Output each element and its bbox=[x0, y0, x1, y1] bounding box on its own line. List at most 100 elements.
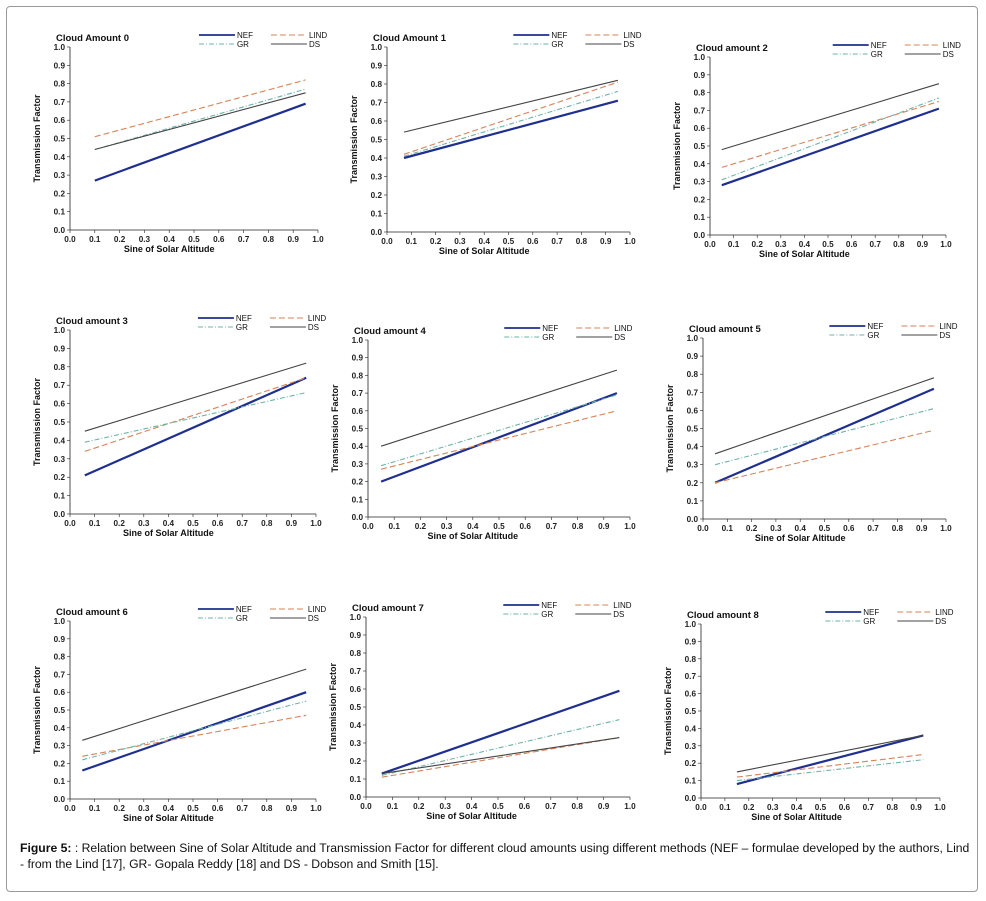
x-tick-label: 0.1 bbox=[89, 235, 101, 244]
legend-label-ds: DS bbox=[613, 610, 624, 619]
y-tick-label: 0.0 bbox=[685, 794, 697, 803]
x-tick-label: 0.4 bbox=[163, 804, 175, 813]
series-line-ds bbox=[380, 369, 618, 447]
y-tick-label: 1.0 bbox=[350, 613, 362, 622]
chart-panel-7: 0.0 0.1 0.2 0.3 0.4 0.5 0.6 0.7 0.8 0.9 1.0 0.0 0.1 0… bbox=[328, 601, 636, 821]
x-tick-label: 1.0 bbox=[310, 519, 322, 528]
x-tick-label: 1.0 bbox=[624, 237, 636, 246]
series-line-ds bbox=[84, 362, 307, 432]
chart-title: Cloud amount 4 bbox=[354, 326, 426, 337]
x-tick-label: 0.0 bbox=[64, 804, 76, 813]
legend-label-gr: GR bbox=[542, 333, 554, 342]
x-tick-label: 0.8 bbox=[893, 240, 905, 249]
x-tick-label: 0.3 bbox=[770, 524, 782, 533]
x-tick-label: 0.5 bbox=[503, 237, 515, 246]
x-tick-label: 0.0 bbox=[381, 237, 393, 246]
x-tick-label: 0.8 bbox=[263, 235, 275, 244]
y-tick-label: 0.2 bbox=[694, 195, 706, 204]
y-tick-label: 1.0 bbox=[694, 53, 706, 62]
x-tick-label: 0.5 bbox=[815, 803, 827, 812]
x-tick-label: 0.0 bbox=[362, 522, 374, 531]
y-tick-label: 0.9 bbox=[54, 61, 66, 70]
y-tick-label: 0.8 bbox=[687, 370, 699, 379]
x-tick-label: 0.8 bbox=[887, 803, 899, 812]
x-tick-label: 0.6 bbox=[213, 235, 225, 244]
x-tick-label: 0.2 bbox=[415, 522, 427, 531]
x-tick-label: 0.9 bbox=[598, 802, 610, 811]
x-tick-label: 0.2 bbox=[114, 519, 126, 528]
y-tick-label: 0.7 bbox=[687, 388, 699, 397]
x-tick-label: 0.3 bbox=[138, 519, 150, 528]
legend-label-nef: NEF bbox=[236, 314, 252, 323]
chart-title: Cloud amount 6 bbox=[56, 607, 128, 618]
series-line-ds bbox=[381, 737, 620, 775]
x-tick-label: 0.8 bbox=[261, 804, 273, 813]
x-tick-label: 0.2 bbox=[430, 237, 442, 246]
y-tick-label: 0.6 bbox=[54, 688, 66, 697]
x-tick-label: 0.7 bbox=[546, 522, 558, 531]
y-tick-label: 1.0 bbox=[687, 334, 699, 343]
x-tick-label: 0.8 bbox=[261, 519, 273, 528]
x-tick-label: 0.4 bbox=[799, 240, 811, 249]
x-tick-label: 0.1 bbox=[89, 519, 101, 528]
y-tick-label: 0.2 bbox=[54, 189, 66, 198]
y-tick-label: 0.3 bbox=[687, 461, 699, 470]
x-tick-label: 0.5 bbox=[492, 802, 504, 811]
y-tick-label: 0.4 bbox=[54, 153, 66, 162]
x-tick-label: 0.9 bbox=[286, 519, 298, 528]
y-tick-label: 0.7 bbox=[54, 381, 66, 390]
x-tick-label: 0.7 bbox=[237, 804, 249, 813]
y-tick-label: 0.7 bbox=[54, 98, 66, 107]
y-tick-label: 0.0 bbox=[371, 228, 383, 237]
legend-label-nef: NEF bbox=[871, 41, 887, 50]
y-tick-label: 0.7 bbox=[352, 389, 364, 398]
y-tick-label: 0.3 bbox=[371, 173, 383, 182]
series-line-lind bbox=[381, 737, 620, 778]
y-tick-label: 0.6 bbox=[685, 690, 697, 699]
y-tick-label: 1.0 bbox=[54, 326, 66, 335]
legend-label-gr: GR bbox=[236, 614, 248, 623]
legend-label-gr: GR bbox=[863, 617, 875, 626]
legend-label-nef: NEF bbox=[867, 322, 883, 331]
x-tick-label: 0.6 bbox=[212, 804, 224, 813]
chart-title: Cloud amount 3 bbox=[56, 316, 128, 327]
y-tick-label: 0.2 bbox=[54, 473, 66, 482]
x-tick-label: 0.5 bbox=[819, 524, 831, 533]
x-tick-label: 0.1 bbox=[387, 802, 399, 811]
x-tick-label: 0.2 bbox=[743, 803, 755, 812]
x-tick-label: 0.1 bbox=[406, 237, 418, 246]
chart-title: Cloud amount 2 bbox=[696, 43, 768, 54]
x-tick-label: 0.3 bbox=[441, 522, 453, 531]
chart-grid: 0.0 0.1 0.2 0.3 0.4 0.5 0.6 0.7 0.8 0.9 1.0 0.0 0.1 0… bbox=[32, 31, 961, 823]
y-tick-label: 0.1 bbox=[371, 210, 383, 219]
figure-caption: Figure 5: : Relation between Sine of Sol… bbox=[20, 840, 970, 872]
legend-label-lind: LIND bbox=[935, 608, 953, 617]
y-tick-label: 0.1 bbox=[350, 775, 362, 784]
y-tick-label: 0.7 bbox=[694, 106, 706, 115]
y-tick-label: 0.3 bbox=[350, 739, 362, 748]
x-tick-label: 1.0 bbox=[624, 522, 636, 531]
y-tick-label: 0.4 bbox=[687, 443, 699, 452]
y-tick-label: 0.4 bbox=[352, 442, 364, 451]
x-axis-label: Sine of Solar Altitude bbox=[427, 531, 518, 541]
x-tick-label: 0.3 bbox=[138, 804, 150, 813]
chart-title: Cloud Amount 1 bbox=[373, 33, 447, 44]
series-line-gr bbox=[736, 759, 924, 782]
x-tick-label: 0.4 bbox=[163, 519, 175, 528]
y-tick-label: 0.6 bbox=[350, 685, 362, 694]
series-line-nef bbox=[714, 387, 935, 484]
legend-label-gr: GR bbox=[236, 323, 248, 332]
y-tick-label: 0.5 bbox=[694, 142, 706, 151]
x-tick-label: 0.9 bbox=[598, 522, 610, 531]
x-tick-label: 0.9 bbox=[917, 240, 929, 249]
series-line-lind bbox=[84, 377, 307, 452]
series-line-lind bbox=[403, 81, 619, 155]
y-tick-label: 0.9 bbox=[54, 635, 66, 644]
legend-label-nef: NEF bbox=[237, 31, 253, 40]
chart-panel-6: 0.0 0.1 0.2 0.3 0.4 0.5 0.6 0.7 0.8 0.9 1.0 0.0 0.1 0… bbox=[32, 605, 326, 823]
series-line-ds bbox=[736, 734, 924, 773]
series-line-ds bbox=[82, 668, 307, 741]
y-tick-label: 0.9 bbox=[350, 631, 362, 640]
y-tick-label: 0.7 bbox=[350, 667, 362, 676]
y-tick-label: 0.4 bbox=[54, 724, 66, 733]
